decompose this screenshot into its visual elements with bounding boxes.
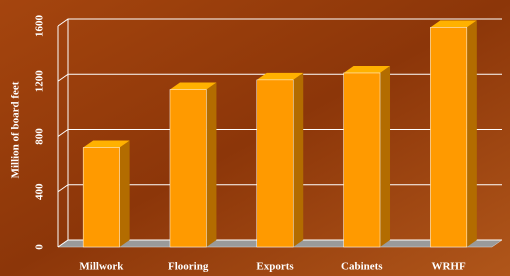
y-tick-label: 0 xyxy=(34,244,46,250)
bar xyxy=(430,27,466,247)
y-tick-label: 1600 xyxy=(34,15,46,38)
bar-side xyxy=(120,141,130,247)
bar-side xyxy=(380,66,390,247)
bar xyxy=(170,90,206,247)
x-tick-label: Flooring xyxy=(168,261,209,273)
x-tick-label: WRHF xyxy=(431,261,466,273)
y-tick-label: 1200 xyxy=(34,70,46,93)
bar xyxy=(344,73,380,247)
bar xyxy=(83,148,119,247)
y-tick-label: 400 xyxy=(34,183,46,200)
bar-side xyxy=(206,83,216,247)
x-tick-label: Exports xyxy=(256,261,294,273)
page: {"chart_data": {"type": "bar3d", "y_labe… xyxy=(0,0,510,276)
bar xyxy=(257,80,293,247)
bar-side xyxy=(467,20,477,247)
bar-side xyxy=(293,73,303,247)
y-axis-title: Million of board feet xyxy=(10,81,22,178)
chart: Million of board feet 0 400 800 1200 1600 Mil… xyxy=(0,0,510,276)
x-tick-label: Millwork xyxy=(79,261,124,273)
x-tick-label: Cabinets xyxy=(341,261,383,273)
y-tick-label: 800 xyxy=(34,128,46,145)
